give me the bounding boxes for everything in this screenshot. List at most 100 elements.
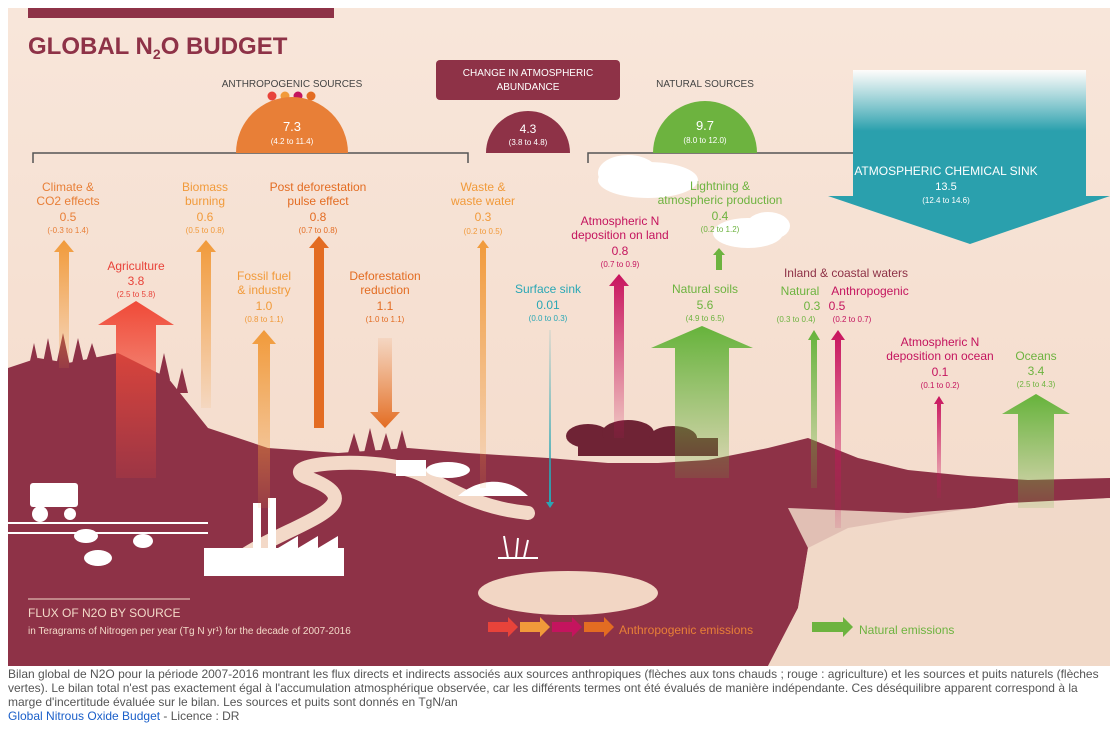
postdef-arrow (309, 236, 329, 428)
oceans-range: (2.5 to 4.3) (1017, 380, 1056, 389)
agriculture-line1: Agriculture (107, 259, 165, 273)
depland-line1: Atmospheric N (581, 214, 660, 228)
inland-header: Inland & coastal waters (784, 266, 908, 280)
inland-nat-value: 0.3 (804, 299, 821, 313)
fossil-line2: & industry (237, 283, 290, 297)
biomass-arrow (196, 240, 216, 408)
surface-range: (0.0 to 0.3) (529, 314, 568, 323)
postdef-value: 0.8 (310, 210, 327, 224)
postdef-line2: pulse effect (287, 194, 349, 208)
oceans-label: Oceans 3.4 (2.5 to 4.3) (1015, 349, 1056, 389)
depocean-line2: deposition on ocean (886, 349, 993, 363)
depocean-value: 0.1 (932, 365, 949, 379)
natural-semicircle (653, 101, 757, 153)
agriculture-arrow (98, 301, 174, 478)
surface-value: 0.01 (536, 298, 560, 312)
postdef-range: (0.7 to 0.8) (299, 226, 338, 235)
caption-source-link[interactable]: Global Nitrous Oxide Budget (8, 709, 161, 723)
soils-line1: Natural soils (672, 282, 738, 296)
postdef-label: Post deforestation pulse effect 0.8 (0.7… (270, 180, 367, 235)
field-fence (8, 522, 208, 534)
inland-nat-range: (0.3 to 0.4) (777, 315, 816, 324)
natural-value: 9.7 (696, 118, 714, 133)
climate-line1: Climate & (42, 180, 94, 194)
legend-anthro-arrows (488, 617, 614, 637)
depocean-label: Atmospheric N deposition on ocean 0.1 (0… (886, 335, 993, 390)
climate-value: 0.5 (60, 210, 77, 224)
inland-anth-line1: Anthropogenic (831, 284, 908, 298)
change-label-line2: ABUNDANCE (497, 82, 560, 93)
lightning-label: Lightning & atmospheric production 0.4 (… (658, 179, 783, 234)
biomass-label: Biomass burning 0.6 (0.5 to 0.8) (182, 180, 228, 235)
fossil-arrow (252, 330, 276, 508)
depland-line2: deposition on land (571, 228, 668, 242)
climate-line2: CO2 effects (36, 194, 99, 208)
deforest-line2: reduction (360, 283, 409, 297)
natural-range: (8.0 to 12.0) (683, 136, 726, 145)
oceans-line1: Oceans (1015, 349, 1056, 363)
legend-natural-arrow (812, 617, 853, 637)
agriculture-value: 3.8 (128, 274, 145, 288)
waste-arrow (477, 240, 489, 488)
legend-anthro-label: Anthropogenic emissions (619, 623, 753, 637)
deforest-range: (1.0 to 1.1) (366, 315, 405, 324)
change-semicircle (486, 111, 570, 153)
climate-label: Climate & CO2 effects 0.5 (-0.3 to 1.4) (36, 180, 99, 235)
surface-arrow (546, 330, 554, 508)
depland-range: (0.7 to 0.9) (601, 260, 640, 269)
depland-label: Atmospheric N deposition on land 0.8 (0.… (571, 214, 668, 269)
oceans-arrow (1002, 394, 1070, 508)
title-end: O BUDGET (161, 33, 288, 60)
waste-line2: waste water (450, 194, 515, 208)
reeds-icon (498, 535, 538, 559)
deforest-arrow (370, 338, 400, 428)
oceans-value: 3.4 (1028, 364, 1045, 378)
change-range: (3.8 to 4.8) (509, 138, 548, 147)
depocean-line1: Atmospheric N (901, 335, 980, 349)
change-value: 4.3 (520, 122, 537, 136)
soils-range: (4.9 to 6.5) (686, 314, 725, 323)
soils-value: 5.6 (697, 298, 714, 312)
tractor-icon (30, 483, 78, 522)
agriculture-label: Agriculture 3.8 (2.5 to 5.8) (107, 259, 165, 299)
cloud-left (598, 155, 698, 198)
depland-value: 0.8 (612, 244, 629, 258)
atmospheric-sink-arrow (828, 70, 1110, 244)
caption-text: Bilan global de N2O pour la période 2007… (8, 667, 1099, 709)
waste-value: 0.3 (475, 210, 492, 224)
anthropogenic-sources-label: ANTHROPOGENIC SOURCES (222, 79, 363, 90)
deforest-line1: Deforestation (349, 269, 420, 283)
fossil-range: (0.8 to 1.1) (245, 315, 284, 324)
title-main: GLOBAL N (28, 33, 153, 60)
surface-line1: Surface sink (515, 282, 582, 296)
flux-subtitle: in Teragrams of Nitrogen per year (Tg N … (28, 626, 351, 637)
anthropogenic-range: (4.2 to 11.4) (271, 137, 314, 146)
biomass-line1: Biomass (182, 180, 228, 194)
biomass-line2: burning (185, 194, 225, 208)
depland-arrow (609, 274, 629, 438)
depocean-range: (0.1 to 0.2) (921, 381, 960, 390)
legend-natural-label: Natural emissions (859, 623, 954, 637)
biomass-value: 0.6 (197, 210, 214, 224)
postdef-line1: Post deforestation (270, 180, 367, 194)
title-subscript: 2 (153, 46, 161, 62)
caption-license: - Licence : DR (160, 709, 240, 723)
caption: Bilan global de N2O pour la période 2007… (8, 667, 1108, 723)
anthropogenic-semicircle (236, 97, 348, 153)
fossil-line1: Fossil fuel (237, 269, 291, 283)
lightning-line2: atmospheric production (658, 193, 783, 207)
sink-label: ATMOSPHERIC CHEMICAL SINK (854, 164, 1037, 178)
climate-range: (-0.3 to 1.4) (47, 226, 89, 235)
waste-range: (0.2 to 0.5) (464, 227, 503, 236)
flux-title: FLUX OF N2O BY SOURCE (28, 606, 180, 620)
fossil-label: Fossil fuel & industry 1.0 (0.8 to 1.1) (237, 269, 291, 324)
lightning-range: (0.2 to 1.2) (701, 225, 740, 234)
biomass-range: (0.5 to 0.8) (186, 226, 225, 235)
sink-range: (12.4 to 14.6) (922, 196, 970, 205)
depocean-arrow (934, 396, 944, 498)
cloud-right (713, 212, 790, 248)
inland-anth-range: (0.2 to 0.7) (833, 315, 872, 324)
agriculture-range: (2.5 to 5.8) (117, 290, 156, 299)
surface-label: Surface sink 0.01 (0.0 to 0.3) (515, 282, 582, 323)
